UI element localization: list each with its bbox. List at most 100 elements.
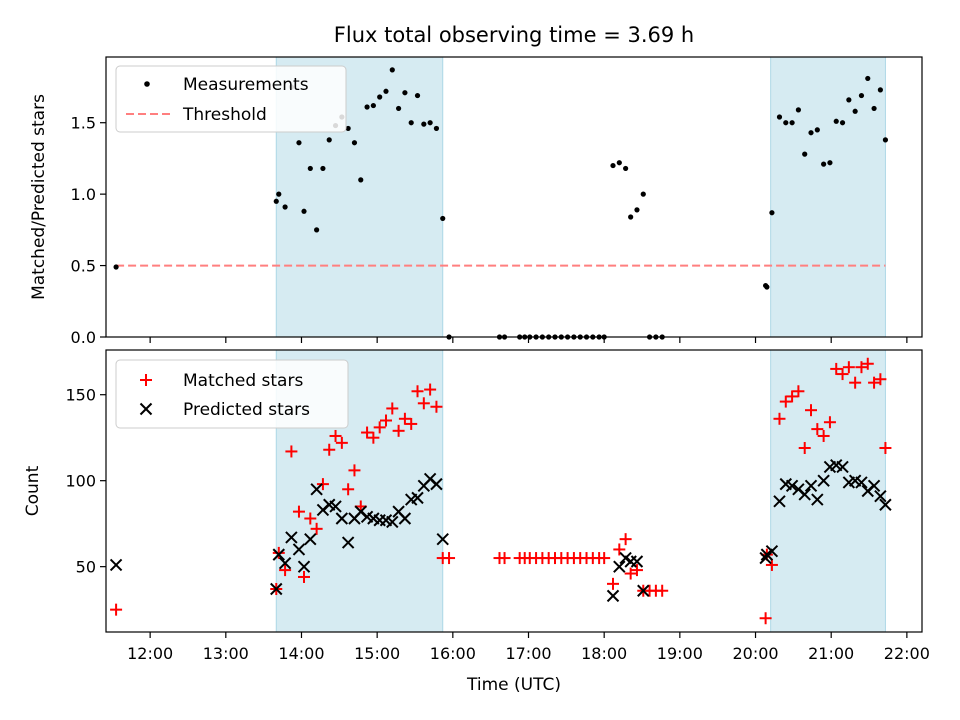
matched-stars-point [443,552,456,565]
matched-stars-point [861,357,874,370]
predicted-stars-point [292,543,306,556]
measurement-point [640,191,646,197]
matched-stars-point [329,429,342,442]
bottom-panel: 12:00 13:00 14:00 15:00 16:00 17:00 18:00 19:00… [23,349,930,695]
matched-stars-point [292,505,305,518]
matched-stars-point [823,416,836,429]
matched-stars-point [342,483,355,496]
measurement-point [623,165,629,172]
predicted-stars-point [304,532,317,546]
matched-stars-point [373,421,386,434]
bottom-y-axis-label: Count [23,465,43,516]
measurement-point [628,214,634,220]
predicted-stars-point [285,531,298,544]
measurement-point [345,125,351,132]
matched-stars-point [805,404,818,417]
matched-stars-point [430,400,443,413]
measurement-point [839,120,846,126]
predicted-stars-point [798,488,811,501]
bottom-y-tick-label: 150 [65,386,96,405]
measurement-point [776,114,783,120]
predicted-stars-point [430,477,443,491]
predicted-stars-point [630,555,644,568]
matched-stars-point [624,567,637,580]
matched-stars-point [792,385,805,398]
legend-measurements-label: Measurements [183,75,309,95]
predicted-stars-point [335,512,349,525]
predicted-stars-point [613,560,626,573]
x-tick-label: 21:00 [808,644,854,663]
x-tick-label: 20:00 [732,644,778,663]
matched-stars-point [310,522,323,535]
chart-title: Flux total observing time = 3.69 h [334,23,694,47]
predicted-stars-point [398,512,412,525]
measurement-point [414,92,421,99]
matched-stars-point [786,390,799,403]
x-tick-label: 15:00 [354,644,400,663]
measurement-point [871,105,877,112]
measurement-point [370,102,376,109]
matched-stars-point [773,412,786,425]
bottom-y-tick-label: 100 [65,472,96,491]
legend-threshold-label: Threshold [182,105,267,125]
predicted-stars-point [855,476,868,489]
matched-stars-point [874,373,887,386]
matched-stars-point [879,442,892,455]
matched-stars-point [304,512,317,525]
measurement-point [433,125,440,132]
x-tick-label: 22:00 [884,644,930,663]
matched-stars-point [798,442,811,455]
predicted-stars-point [436,532,449,546]
matched-stars-point [367,431,380,444]
top-plot-frame [105,56,923,338]
measurement-point [827,160,833,166]
top-legend: Measurements Threshold [115,65,347,133]
matched-stars-point [386,402,399,415]
x-tick-label: 17:00 [505,644,551,663]
matched-stars-point [817,429,830,442]
measurement-point [634,207,640,213]
measurement-point [769,210,775,216]
predicted-stars-point [879,498,892,511]
matched-stars-point [405,417,418,430]
x-tick-label: 18:00 [581,644,627,663]
predicted-stars-point [109,558,123,572]
predicted-stars-point [386,515,399,529]
top-y-tick-label: 1.0 [71,185,96,204]
matched-stars-point [598,552,611,565]
top-y-tick-label: 0.5 [71,257,96,276]
measurement-point [865,75,871,82]
legend-matched-marker [140,374,152,386]
matched-stars-point [392,424,405,437]
measurement-point [789,120,795,126]
measurement-point [351,140,358,146]
legend-matched-label: Matched stars [183,371,303,391]
measurement-point [307,165,313,172]
measurement-point [402,90,408,96]
x-tick-label: 16:00 [430,644,476,663]
x-axis-label: Time (UTC) [466,675,561,695]
predicted-stars-point [811,493,824,506]
matched-stars-point [656,584,669,597]
matched-stars-point [855,361,868,374]
matched-stars-point [279,564,292,577]
measurement-point [273,198,279,204]
matched-stars-point [842,361,855,374]
predicted-stars-point [817,474,830,487]
matched-stars-point [398,412,411,425]
predicted-stars-point [297,560,311,573]
legend-predicted-label: Predicted stars [183,400,310,420]
top-y-tick-label: 1.5 [71,114,96,133]
matched-stars-point [110,603,123,616]
matched-stars-point [335,436,348,449]
measurement-point [296,140,302,146]
measurement-point [389,67,395,73]
measurement-point [814,127,820,133]
predicted-stars-point [310,483,323,496]
predicted-stars-point [411,491,424,505]
measurement-point [377,94,383,100]
observing-interval-2 [770,56,886,338]
matched-stars-point [765,558,778,571]
measurement-point [320,165,326,172]
